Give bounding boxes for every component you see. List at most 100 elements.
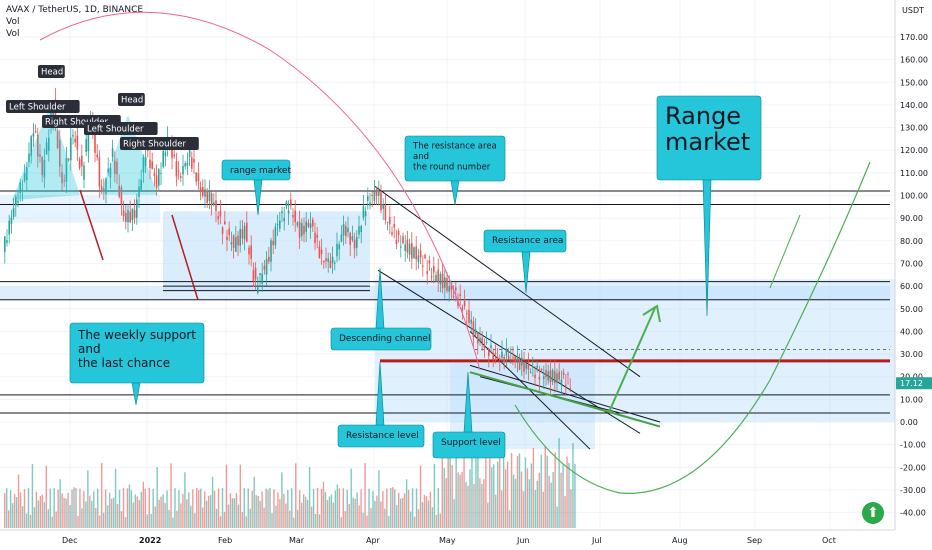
candle-body xyxy=(206,190,208,204)
hs-target-arrow xyxy=(171,214,199,301)
volume-bar xyxy=(253,476,255,528)
volume-bar xyxy=(140,491,143,528)
candle-body xyxy=(85,139,87,152)
candle-body xyxy=(129,211,131,223)
volume-bar xyxy=(302,494,305,528)
candle-body xyxy=(182,165,184,175)
volume-bar xyxy=(326,500,329,528)
volume-bar xyxy=(192,489,194,528)
volume-bar xyxy=(136,496,139,528)
volume-bar xyxy=(207,495,210,528)
candle-body xyxy=(336,243,338,257)
right-shoulder-label: Right Shoulder xyxy=(45,118,108,128)
candle-body xyxy=(197,173,200,182)
volume-bar xyxy=(346,489,348,528)
volume-bar xyxy=(308,467,311,528)
volume-bar xyxy=(295,463,297,528)
volume-bar xyxy=(235,493,238,528)
candle-body xyxy=(560,379,563,385)
candle-body xyxy=(518,359,521,370)
volume-bar xyxy=(247,488,249,528)
volume-bar xyxy=(562,464,564,528)
y-tick-label: -10.00 xyxy=(900,441,926,450)
right-shoulder-label-bg xyxy=(120,137,199,150)
volume-bar xyxy=(5,488,8,528)
volume-bar xyxy=(71,489,73,528)
candle-body xyxy=(318,246,321,259)
volume-bar xyxy=(4,493,6,528)
resistance-area-callout-pointer xyxy=(521,251,531,294)
volume-bar xyxy=(508,510,511,528)
volume-bar xyxy=(572,443,574,528)
candle-body xyxy=(307,222,310,227)
vol-indicator-1[interactable]: Vol xyxy=(6,17,20,27)
arrow-up-icon[interactable]: ⬆ xyxy=(862,502,884,524)
volume-bar xyxy=(403,493,406,528)
candle-body xyxy=(175,161,178,177)
volume-bar xyxy=(382,491,384,528)
candle-body xyxy=(369,202,371,206)
candle-body xyxy=(191,157,193,169)
volume-bar xyxy=(112,497,115,528)
candle-body xyxy=(265,259,268,275)
volume-bar xyxy=(473,484,475,528)
volume-bar xyxy=(372,491,374,528)
volume-bar xyxy=(560,472,562,528)
vol-indicator-2[interactable]: Vol xyxy=(6,29,20,39)
candle-body xyxy=(347,227,349,233)
volume-bar xyxy=(150,513,152,528)
volume-bar xyxy=(134,494,137,528)
candle-body xyxy=(360,225,362,233)
candle-body xyxy=(503,356,505,363)
volume-bar xyxy=(263,507,265,528)
candle-body xyxy=(545,369,547,378)
candle-body xyxy=(133,210,136,218)
volume-bar xyxy=(43,502,45,528)
volume-bar xyxy=(398,492,400,528)
candle-body xyxy=(155,175,158,189)
volume-bar xyxy=(225,464,228,528)
volume-bar xyxy=(374,501,376,528)
resistance-note-callout-text: the round number xyxy=(413,163,491,173)
candle-body xyxy=(180,176,182,178)
volume-bar xyxy=(91,501,93,528)
volume-bar xyxy=(287,490,289,528)
volume-bar xyxy=(453,499,455,528)
volume-bar xyxy=(485,450,487,528)
volume-bar xyxy=(186,499,188,528)
candle-body xyxy=(105,178,107,194)
candle-body xyxy=(389,216,391,225)
x-tick-label: Mar xyxy=(289,536,305,545)
y-tick-label: 130.00 xyxy=(900,124,928,133)
candle-body xyxy=(534,374,536,379)
volume-bar xyxy=(87,470,89,528)
symbol-title[interactable]: AVAX / TetherUS, 1D, BINANCE xyxy=(6,5,144,15)
candle-body xyxy=(362,206,365,218)
volume-bar xyxy=(162,494,164,528)
volume-bar xyxy=(219,516,222,528)
volume-bar xyxy=(271,513,273,528)
volume-bar xyxy=(499,457,501,528)
candle-body xyxy=(81,155,83,167)
volume-bar xyxy=(449,457,451,528)
candle-body xyxy=(193,159,195,163)
volume-bar xyxy=(526,468,529,528)
volume-bar xyxy=(427,500,430,528)
volume-bar xyxy=(546,455,548,528)
volume-bar xyxy=(316,488,319,528)
candle-body xyxy=(551,369,554,382)
candle-body xyxy=(349,232,351,245)
candle-body xyxy=(257,287,259,293)
volume-bar xyxy=(400,498,402,528)
candle-body xyxy=(468,310,470,323)
volume-bar xyxy=(184,472,186,528)
candle-body xyxy=(402,236,404,244)
range-market-big-callout-text: Range xyxy=(665,102,741,130)
candle-body xyxy=(21,189,24,192)
volume-bar xyxy=(198,490,200,528)
candle-body xyxy=(140,179,142,192)
candle-body xyxy=(413,247,415,259)
volume-bar xyxy=(425,496,428,528)
volume-bar xyxy=(67,492,69,528)
